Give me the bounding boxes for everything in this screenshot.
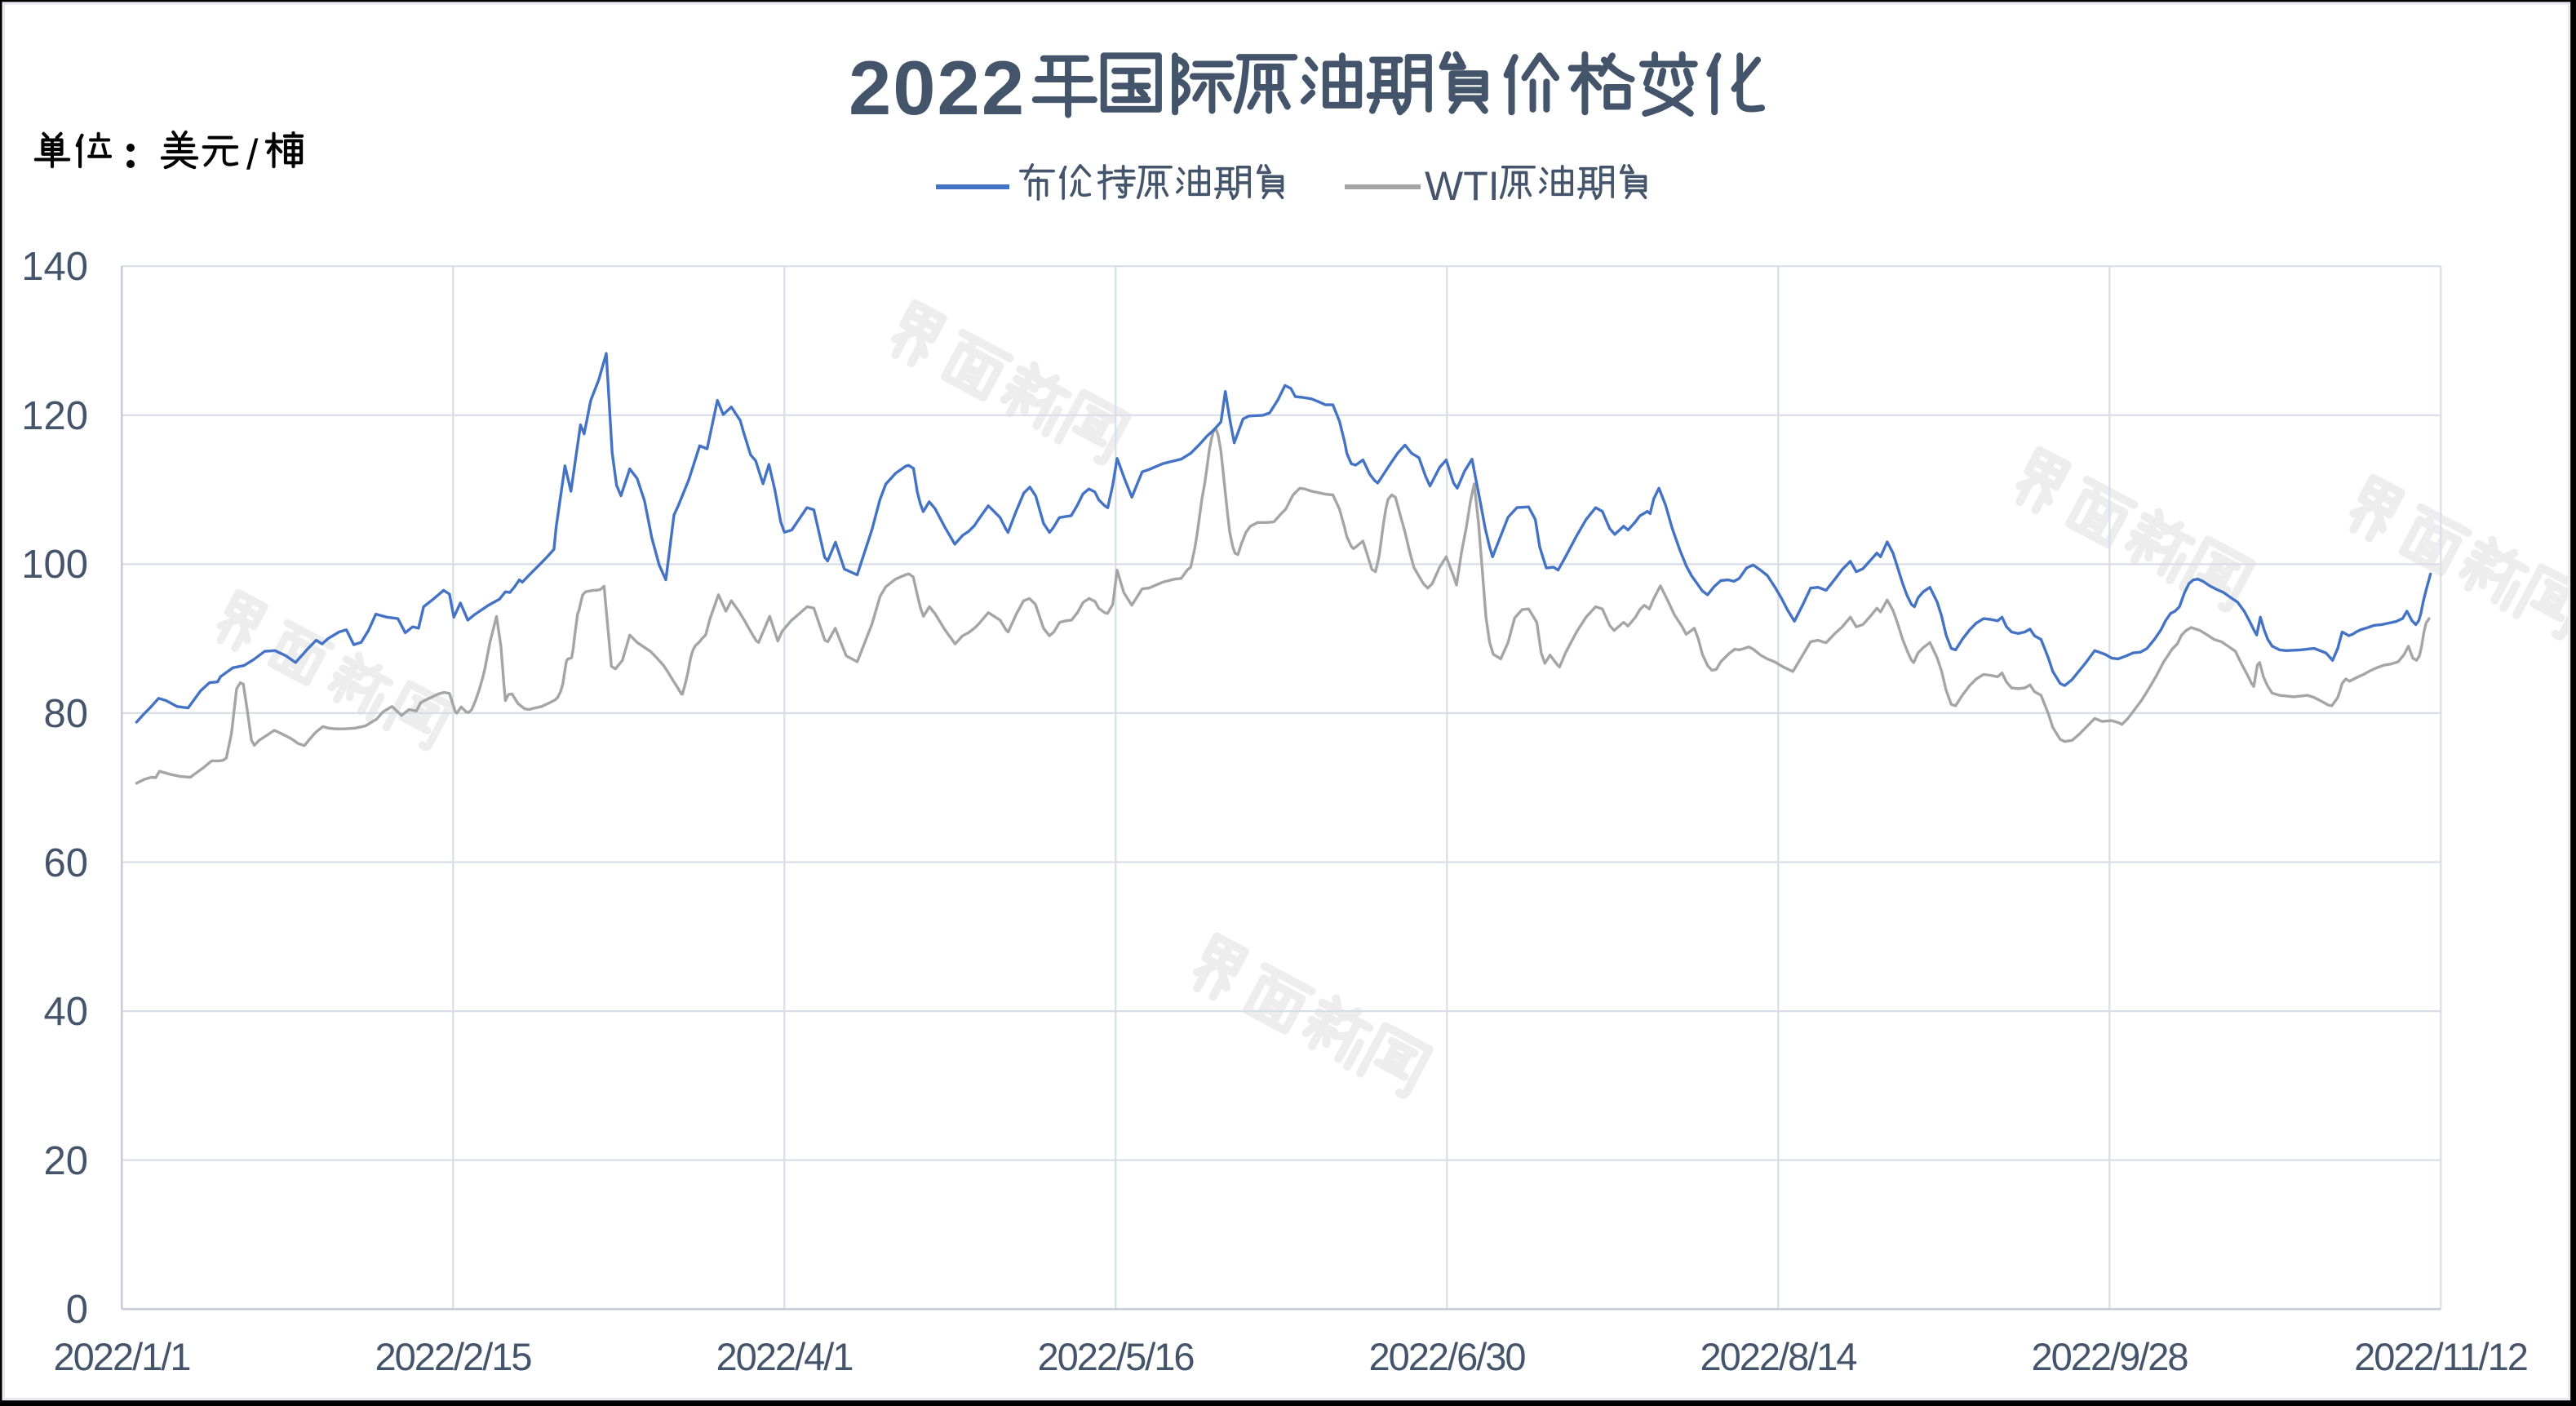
svg-text:40: 40 <box>43 990 88 1034</box>
svg-text:2022: 2022 <box>849 45 1026 131</box>
svg-text:2022/6/30: 2022/6/30 <box>1368 1335 1525 1378</box>
svg-text:2022/9/28: 2022/9/28 <box>2031 1335 2188 1378</box>
svg-text:0: 0 <box>66 1288 88 1332</box>
svg-text:20: 20 <box>43 1139 88 1183</box>
svg-text:80: 80 <box>43 692 88 736</box>
svg-text:2022/1/1: 2022/1/1 <box>54 1335 190 1378</box>
svg-text:2022/5/16: 2022/5/16 <box>1037 1335 1194 1378</box>
svg-text:WTI: WTI <box>1425 163 1500 209</box>
svg-text:120: 120 <box>21 394 88 438</box>
svg-text:140: 140 <box>21 245 88 289</box>
svg-text:60: 60 <box>43 841 88 885</box>
svg-text:100: 100 <box>21 543 88 587</box>
svg-text:2022/8/14: 2022/8/14 <box>1700 1335 1856 1378</box>
svg-text:2022/2/15: 2022/2/15 <box>375 1335 531 1378</box>
svg-text:2022/4/1: 2022/4/1 <box>716 1335 853 1378</box>
svg-text:/: / <box>246 131 259 179</box>
svg-text:2022/11/12: 2022/11/12 <box>2354 1335 2527 1378</box>
